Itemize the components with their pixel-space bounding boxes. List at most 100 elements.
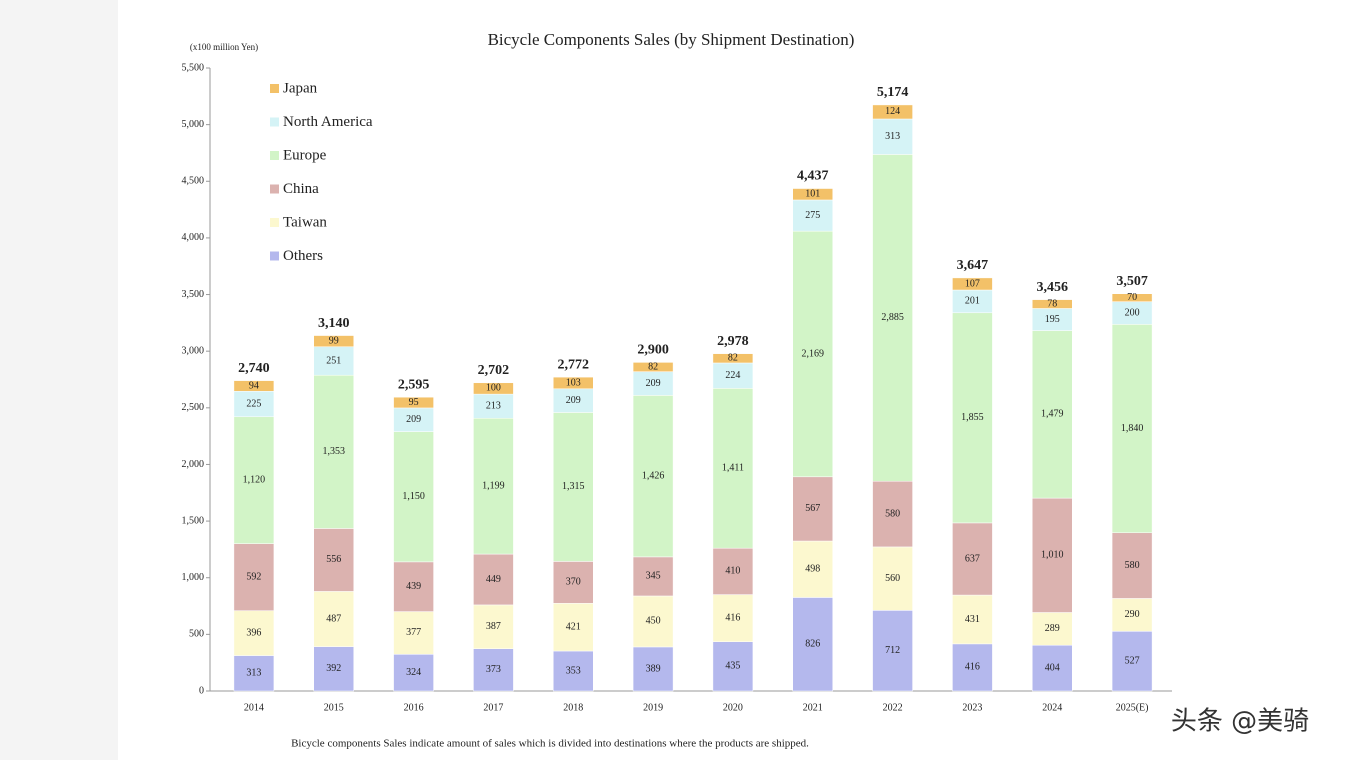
bar-segment	[1032, 497, 1073, 613]
segment-label: 580	[885, 508, 900, 519]
x-tick-label: 2022	[883, 702, 903, 713]
bar-segment	[952, 643, 993, 692]
segment-label: 556	[326, 554, 341, 565]
total-label: 2,978	[717, 334, 749, 349]
bar-segment	[872, 546, 913, 611]
bar-segment	[632, 646, 674, 692]
legend-label: Others	[283, 248, 323, 264]
segment-label: 416	[725, 612, 740, 623]
segment-label: 1,150	[402, 491, 425, 502]
bar-segment	[553, 376, 594, 390]
segment-label: 487	[326, 613, 341, 624]
total-label: 3,507	[1116, 274, 1148, 289]
y-tick-label: 1,500	[182, 515, 205, 526]
bar-segment	[313, 374, 354, 529]
bar-segment	[1032, 612, 1073, 646]
bar-segment	[952, 277, 993, 291]
x-tick-label: 2024	[1042, 702, 1062, 713]
segment-label: 1,840	[1121, 423, 1144, 434]
segment-label: 289	[1045, 623, 1060, 634]
x-tick-label: 2014	[244, 702, 264, 713]
bar-segment	[553, 412, 594, 562]
total-label: 2,740	[238, 361, 270, 376]
bar-segment	[792, 188, 833, 201]
bar-segment	[473, 553, 514, 606]
legend-swatch	[270, 84, 279, 93]
bar-segment	[553, 603, 594, 652]
segment-label: 389	[646, 663, 661, 674]
bar-segment	[1111, 324, 1153, 534]
x-tick-label: 2016	[404, 702, 424, 713]
segment-label: 209	[646, 378, 661, 389]
bar-segment	[553, 650, 594, 692]
bar-segment	[712, 594, 754, 642]
bar-segment	[553, 561, 594, 604]
bar-segment	[632, 362, 674, 372]
segment-label: 1,411	[722, 463, 744, 474]
legend-swatch	[270, 184, 279, 194]
segment-label: 370	[566, 577, 581, 588]
bar-segment	[1032, 299, 1073, 309]
segment-label: 290	[1125, 609, 1140, 620]
total-label: 2,595	[398, 377, 430, 392]
bar-segment	[872, 610, 913, 692]
bar-segment	[393, 611, 434, 655]
y-axis-label: (x100 million Yen)	[190, 42, 258, 52]
legend-swatch	[270, 151, 279, 160]
bar-segment	[1111, 598, 1153, 632]
segment-label: 712	[885, 645, 900, 656]
segment-label: 373	[486, 664, 501, 675]
bar-segment	[313, 591, 354, 647]
bar-segment	[1032, 644, 1073, 692]
bar-segment	[952, 312, 993, 524]
segment-label: 70	[1127, 292, 1137, 303]
segment-label: 567	[805, 503, 820, 514]
segment-label: 1,010	[1041, 550, 1064, 561]
segment-label: 1,199	[482, 480, 505, 491]
segment-label: 99	[329, 335, 339, 346]
segment-label: 560	[885, 573, 900, 584]
segment-label: 1,479	[1041, 409, 1064, 420]
bar-segment	[313, 528, 354, 592]
y-tick-label: 4,000	[182, 232, 205, 243]
segment-label: 225	[246, 398, 261, 409]
bar-segment	[872, 118, 913, 155]
y-tick-label: 2,000	[182, 459, 205, 470]
y-tick-label: 5,000	[182, 119, 205, 130]
y-tick-label: 5,500	[182, 62, 205, 73]
segment-label: 416	[965, 662, 980, 673]
segment-label: 213	[486, 400, 501, 411]
segment-label: 410	[725, 566, 740, 577]
bar-segment	[233, 655, 275, 692]
chart-title: Bicycle Components Sales (by Shipment De…	[488, 30, 855, 49]
x-tick-label: 2018	[563, 702, 583, 713]
bar-segment	[712, 388, 754, 549]
segment-label: 201	[965, 296, 980, 307]
bar-segment	[872, 480, 913, 548]
total-label: 4,437	[797, 169, 829, 184]
total-label: 5,174	[877, 85, 909, 100]
segment-label: 637	[965, 553, 980, 564]
segment-label: 387	[486, 621, 501, 632]
bar-segment	[792, 597, 833, 692]
bar-segment	[1111, 532, 1153, 599]
segment-label: 450	[646, 616, 661, 627]
total-label: 2,772	[558, 357, 590, 372]
segment-label: 826	[805, 639, 820, 650]
segment-label: 1,855	[961, 412, 984, 423]
y-tick-label: 0	[199, 685, 204, 696]
bar-segment	[233, 416, 275, 544]
bar-segment	[393, 654, 434, 692]
segment-label: 200	[1125, 307, 1140, 318]
bar-segment	[313, 646, 354, 692]
bar-segment	[952, 522, 993, 596]
bar-segment	[712, 641, 754, 692]
x-tick-label: 2025(E)	[1116, 702, 1149, 713]
bar-segment	[313, 346, 354, 376]
x-tick-label: 2015	[324, 702, 344, 713]
legend-swatch	[270, 117, 279, 127]
segment-label: 377	[406, 627, 421, 638]
legend-label: North America	[283, 114, 373, 130]
bar-segment	[1111, 293, 1153, 302]
segment-label: 498	[805, 564, 820, 575]
